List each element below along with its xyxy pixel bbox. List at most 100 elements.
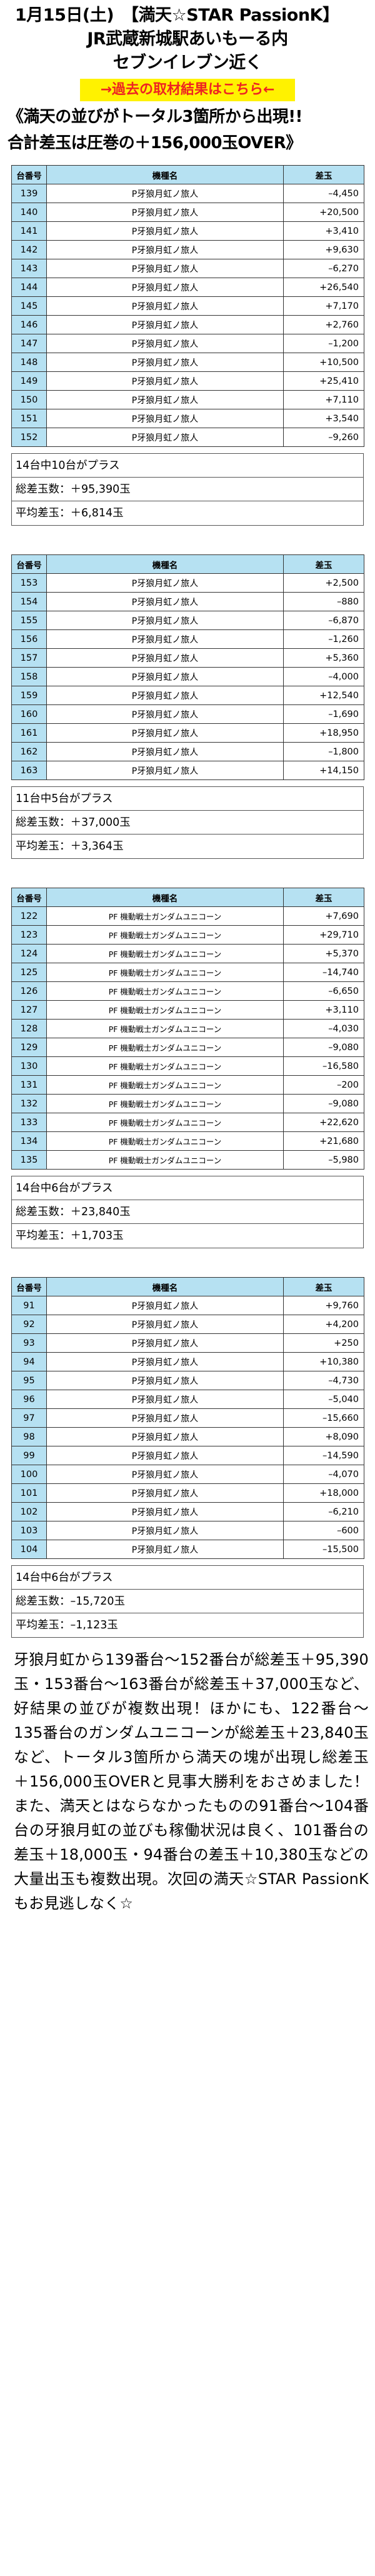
machine-number-cell: 155 (11, 611, 47, 630)
ball-difference-cell: –1,200 (283, 334, 364, 353)
summary-average: 平均差玉：＋1,703玉 (16, 1230, 124, 1242)
machine-name-cell: P牙狼月虹ノ旅人 (46, 1483, 284, 1503)
past-results-link[interactable]: →過去の取材結果はこちら← (80, 79, 295, 101)
report-header: 1月15日(土) 【満天☆STAR PassionK】 JR武蔵新城駅あいもーる… (0, 0, 375, 101)
machine-number-cell: 149 (11, 371, 47, 391)
machine-name-cell: P牙狼月虹ノ旅人 (46, 259, 284, 278)
machine-name-cell: P牙狼月虹ノ旅人 (46, 1352, 284, 1371)
table-header-row: 台番号 機種名 差玉 (11, 165, 364, 184)
machine-number-cell: 91 (11, 1296, 47, 1315)
machine-number-cell: 100 (11, 1465, 47, 1484)
machine-name-cell: P牙狼月虹ノ旅人 (46, 1371, 284, 1390)
machine-name-cell: P牙狼月虹ノ旅人 (46, 1315, 284, 1334)
machine-name-cell: PF 機動戦士ガンダムユニコーン (46, 1038, 284, 1057)
table-row: 132 PF 機動戦士ガンダムユニコーン –9,080 (11, 1094, 364, 1113)
machine-number-cell: 154 (11, 592, 47, 611)
machine-number-cell: 139 (11, 184, 47, 203)
ball-difference-cell: –5,040 (283, 1390, 364, 1409)
machine-number-cell: 131 (11, 1075, 47, 1095)
table-row: 156 P牙狼月虹ノ旅人 –1,260 (11, 629, 364, 649)
table-row: 131 PF 機動戦士ガンダムユニコーン –200 (11, 1075, 364, 1095)
result-table-1: 台番号 機種名 差玉 139 P牙狼月虹ノ旅人 –4,450 140 P牙狼月虹ノ旅人 +… (11, 165, 364, 447)
ball-difference-cell: +3,110 (283, 1000, 364, 1020)
machine-name-cell: PF 機動戦士ガンダムユニコーン (46, 1150, 284, 1170)
machine-number-cell: 150 (11, 390, 47, 409)
machine-name-cell: P牙狼月虹ノ旅人 (46, 409, 284, 428)
table-row: 100 P牙狼月虹ノ旅人 –4,070 (11, 1465, 364, 1484)
ball-difference-cell: +10,500 (283, 353, 364, 372)
ball-difference-cell: –9,080 (283, 1094, 364, 1113)
machine-number-cell: 103 (11, 1521, 47, 1540)
ball-difference-cell: –1,800 (283, 742, 364, 761)
summary-total: 総差玉数：＋23,840玉 (12, 1200, 363, 1224)
table-row: 150 P牙狼月虹ノ旅人 +7,110 (11, 390, 364, 409)
machine-name-cell: P牙狼月虹ノ旅人 (46, 315, 284, 334)
column-header-diff: 差玉 (283, 888, 364, 907)
table-row: 130 PF 機動戦士ガンダムユニコーン –16,580 (11, 1056, 364, 1076)
machine-number-cell: 128 (11, 1019, 47, 1038)
machine-name-cell: P牙狼月虹ノ旅人 (46, 1465, 284, 1484)
machine-name-cell: P牙狼月虹ノ旅人 (46, 723, 284, 743)
machine-name-cell: P牙狼月虹ノ旅人 (46, 1296, 284, 1315)
machine-number-cell: 156 (11, 629, 47, 649)
ball-difference-cell: –1,260 (283, 629, 364, 649)
machine-name-cell: P牙狼月虹ノ旅人 (46, 1427, 284, 1446)
ball-difference-cell: +2,500 (283, 573, 364, 593)
table-header-row: 台番号 機種名 差玉 (11, 554, 364, 574)
machine-number-cell: 126 (11, 981, 47, 1001)
table-row: 157 P牙狼月虹ノ旅人 +5,360 (11, 648, 364, 668)
machine-number-cell: 99 (11, 1446, 47, 1465)
machine-name-cell: P牙狼月虹ノ旅人 (46, 573, 284, 593)
table-row: 135 PF 機動戦士ガンダムユニコーン –5,980 (11, 1150, 364, 1170)
table-row: 161 P牙狼月虹ノ旅人 +18,950 (11, 723, 364, 743)
ball-difference-cell: +3,540 (283, 409, 364, 428)
machine-name-cell: P牙狼月虹ノ旅人 (46, 428, 284, 447)
machine-name-cell: P牙狼月虹ノ旅人 (46, 592, 284, 611)
result-section-3: 台番号 機種名 差玉 122 PF 機動戦士ガンダムユニコーン +7,690 123 P… (11, 888, 364, 1248)
machine-number-cell: 135 (11, 1150, 47, 1170)
ball-difference-cell: –6,210 (283, 1502, 364, 1521)
store-landmark: セブンイレブン近く (112, 53, 262, 73)
machine-number-cell: 124 (11, 944, 47, 963)
ball-difference-cell: +10,380 (283, 1352, 364, 1371)
summary-total: 総差玉数：＋37,000玉 (12, 811, 363, 834)
table-row: 95 P牙狼月虹ノ旅人 –4,730 (11, 1371, 364, 1390)
machine-name-cell: PF 機動戦士ガンダムユニコーン (46, 1094, 284, 1113)
result-section-2: 台番号 機種名 差玉 153 P牙狼月虹ノ旅人 +2,500 154 P牙狼月虹ノ旅人 –… (11, 554, 364, 859)
table-row: 122 PF 機動戦士ガンダムユニコーン +7,690 (11, 906, 364, 926)
machine-number-cell: 160 (11, 704, 47, 724)
result-table-3: 台番号 機種名 差玉 122 PF 機動戦士ガンダムユニコーン +7,690 123 P… (11, 888, 364, 1170)
table-row: 140 P牙狼月虹ノ旅人 +20,500 (11, 203, 364, 222)
machine-name-cell: P牙狼月虹ノ旅人 (46, 1390, 284, 1409)
machine-name-cell: P牙狼月虹ノ旅人 (46, 1540, 284, 1559)
page: 1月15日(土) 【満天☆STAR PassionK】 JR武蔵新城駅あいもーる… (0, 0, 375, 1912)
machine-number-cell: 153 (11, 573, 47, 593)
table-row: 133 PF 機動戦士ガンダムユニコーン +22,620 (11, 1113, 364, 1132)
table-row: 96 P牙狼月虹ノ旅人 –5,040 (11, 1390, 364, 1409)
table-row: 163 P牙狼月虹ノ旅人 +14,150 (11, 761, 364, 780)
result-section-1: 台番号 機種名 差玉 139 P牙狼月虹ノ旅人 –4,450 140 P牙狼月虹ノ旅人 +… (11, 165, 364, 526)
ball-difference-cell: +20,500 (283, 203, 364, 222)
table-row: 151 P牙狼月虹ノ旅人 +3,540 (11, 409, 364, 428)
machine-name-cell: PF 機動戦士ガンダムユニコーン (46, 981, 284, 1001)
ball-difference-cell: +3,410 (283, 221, 364, 241)
table-row: 145 P牙狼月虹ノ旅人 +7,170 (11, 296, 364, 316)
table-row: 104 P牙狼月虹ノ旅人 –15,500 (11, 1540, 364, 1559)
table-row: 162 P牙狼月虹ノ旅人 –1,800 (11, 742, 364, 761)
table-row: 158 P牙狼月虹ノ旅人 –4,000 (11, 667, 364, 686)
column-header-diff: 差玉 (283, 554, 364, 574)
machine-number-cell: 129 (11, 1038, 47, 1057)
machine-name-cell: PF 機動戦士ガンダムユニコーン (46, 1131, 284, 1151)
result-table-4: 台番号 機種名 差玉 91 P牙狼月虹ノ旅人 +9,760 92 P牙狼月虹ノ旅人 +4,… (11, 1277, 364, 1559)
ball-difference-cell: +5,370 (283, 944, 364, 963)
table-row: 102 P牙狼月虹ノ旅人 –6,210 (11, 1502, 364, 1521)
table-row: 125 PF 機動戦士ガンダムユニコーン –14,740 (11, 963, 364, 982)
ball-difference-cell: –600 (283, 1521, 364, 1540)
machine-name-cell: P牙狼月虹ノ旅人 (46, 371, 284, 391)
machine-number-cell: 125 (11, 963, 47, 982)
column-header-name: 機種名 (46, 554, 284, 574)
machine-name-cell: PF 機動戦士ガンダムユニコーン (46, 1000, 284, 1020)
table-row: 123 PF 機動戦士ガンダムユニコーン +29,710 (11, 925, 364, 945)
machine-name-cell: P牙狼月虹ノ旅人 (46, 648, 284, 668)
machine-number-cell: 143 (11, 259, 47, 278)
